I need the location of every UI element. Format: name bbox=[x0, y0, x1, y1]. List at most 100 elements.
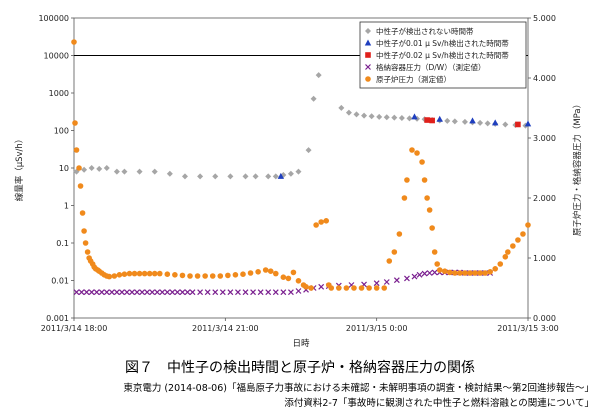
data-point-x bbox=[103, 289, 110, 296]
data-point-diamond bbox=[96, 165, 103, 172]
data-point-triangle bbox=[277, 172, 285, 179]
data-point-circle bbox=[232, 272, 239, 278]
data-point-triangle bbox=[469, 117, 476, 124]
x-tick-label: 2011/3/14 21:00 bbox=[192, 324, 259, 333]
data-point-x bbox=[421, 270, 428, 277]
data-point-circle bbox=[116, 272, 123, 278]
x-tick-label: 2011/3/15 3:00 bbox=[497, 324, 559, 333]
data-point-circle bbox=[381, 285, 388, 291]
legend-label: 中性子が0.02 μ Sv/h検出された時間帯 bbox=[376, 50, 509, 60]
data-point-circle bbox=[136, 270, 143, 277]
data-point-circle bbox=[280, 274, 287, 281]
data-point-circle bbox=[525, 222, 531, 228]
data-point-x bbox=[169, 289, 176, 296]
chart-axes: 0.001 0.01 0.1 1 10 100 1000 10000 100000 0.000 1.… bbox=[14, 14, 583, 349]
data-point-diamond bbox=[310, 95, 317, 102]
data-point-circle bbox=[421, 177, 428, 183]
data-point-x bbox=[78, 289, 85, 296]
data-point-x bbox=[129, 289, 135, 296]
data-point-circle bbox=[79, 210, 86, 216]
data-point-x bbox=[144, 289, 151, 296]
data-point-circle bbox=[510, 243, 516, 249]
data-point-x bbox=[118, 289, 125, 296]
data-point-x bbox=[272, 289, 279, 296]
data-point-x bbox=[159, 289, 166, 296]
data-point-x bbox=[93, 289, 100, 296]
y-left-tick-label: 0.1 bbox=[56, 239, 69, 248]
data-point-diamond bbox=[265, 173, 272, 180]
data-point-diamond bbox=[287, 170, 294, 177]
data-point-circle bbox=[172, 272, 178, 278]
data-point-circle bbox=[343, 285, 350, 291]
data-point-circle bbox=[146, 270, 153, 277]
data-point-circle bbox=[290, 269, 297, 276]
y-left-tick-label: 100000 bbox=[38, 14, 69, 23]
y-left-tick-label: 10000 bbox=[44, 52, 69, 61]
data-point-x bbox=[431, 269, 438, 276]
data-point-circle bbox=[141, 270, 148, 277]
data-point-circle bbox=[502, 253, 509, 260]
data-point-x bbox=[235, 289, 241, 296]
data-point-x bbox=[280, 289, 287, 296]
data-point-diamond bbox=[451, 118, 458, 125]
y-right-axis-title: 原子炉圧力・格納容器圧力（MPa） bbox=[572, 100, 583, 236]
data-point-diamond bbox=[398, 115, 405, 122]
data-point-triangle bbox=[411, 113, 418, 120]
data-point-circle bbox=[436, 267, 443, 273]
data-point-circle bbox=[217, 273, 224, 279]
source-line-2: 添付資料2-7「事故時に観測された中性子と燃料溶融との関連について」 bbox=[284, 398, 594, 409]
data-point-x bbox=[219, 289, 226, 296]
legend-label: 中性子が検出されない時間帯 bbox=[376, 26, 474, 36]
data-point-diamond bbox=[376, 113, 383, 120]
data-point-circle bbox=[351, 285, 357, 291]
data-point-circle bbox=[404, 177, 410, 183]
data-point-diamond bbox=[197, 173, 204, 180]
data-point-circle bbox=[457, 270, 463, 276]
y-left-tick-label: 1000 bbox=[49, 89, 69, 98]
data-point-x bbox=[242, 289, 249, 296]
data-point-diamond bbox=[484, 120, 491, 127]
data-point-circle bbox=[81, 228, 87, 234]
legend-label: 中性子が0.01 μ Sv/h検出された時間帯 bbox=[376, 38, 509, 48]
data-point-circle bbox=[187, 273, 193, 279]
data-point-diamond bbox=[252, 173, 259, 180]
data-point-circle bbox=[386, 258, 393, 264]
data-point-diamond bbox=[227, 173, 234, 180]
data-point-circle bbox=[71, 39, 77, 45]
data-point-circle bbox=[255, 269, 261, 275]
data-point-circle bbox=[202, 273, 208, 279]
data-point-triangle bbox=[492, 119, 499, 126]
data-point-circle bbox=[515, 237, 521, 243]
legend-label: 格納容器圧力（D/W）（測定値） bbox=[376, 62, 485, 72]
y-left-tick-label: 10 bbox=[59, 164, 69, 173]
data-point-x bbox=[154, 289, 161, 296]
data-point-circle bbox=[520, 231, 526, 237]
data-point-circle bbox=[328, 285, 335, 291]
data-point-x bbox=[134, 289, 140, 296]
data-point-x bbox=[204, 289, 211, 296]
chart-marks bbox=[71, 39, 532, 296]
data-point-x bbox=[164, 289, 171, 296]
x-tick-label: 2011/3/14 18:00 bbox=[41, 324, 108, 333]
data-point-circle bbox=[401, 195, 408, 201]
data-point-circle bbox=[482, 270, 488, 276]
data-point-circle bbox=[126, 270, 133, 277]
data-point-diamond bbox=[272, 173, 279, 180]
data-point-x bbox=[257, 289, 264, 296]
data-point-circle bbox=[414, 150, 420, 156]
data-point-circle bbox=[472, 270, 478, 276]
data-point-circle bbox=[272, 270, 279, 277]
data-point-x bbox=[318, 283, 325, 290]
data-point-circle bbox=[492, 266, 499, 272]
data-point-circle bbox=[151, 270, 158, 277]
data-point-x bbox=[184, 289, 191, 296]
data-point-diamond bbox=[315, 72, 322, 79]
data-point-diamond bbox=[136, 168, 143, 175]
data-point-diamond bbox=[361, 112, 368, 119]
legend-marker-x bbox=[365, 64, 371, 70]
data-point-diamond bbox=[81, 166, 88, 173]
data-point-circle bbox=[77, 183, 84, 189]
data-point-circle bbox=[429, 225, 435, 231]
data-point-x bbox=[373, 280, 380, 287]
data-point-triangle bbox=[436, 115, 443, 122]
